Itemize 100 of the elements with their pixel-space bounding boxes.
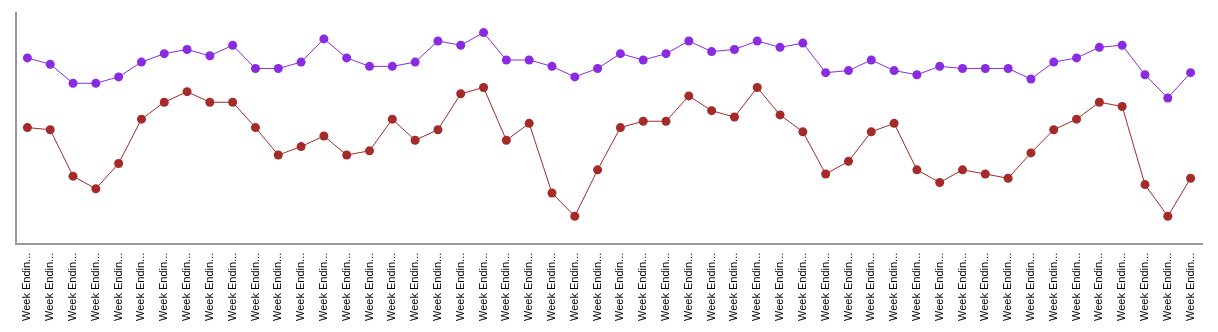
point: [114, 158, 124, 168]
point: [91, 184, 101, 194]
x-tick-label: Week Endin...: [932, 252, 945, 321]
x-tick-label: Week Endin...: [1092, 252, 1105, 321]
point: [752, 82, 762, 92]
point: [729, 112, 739, 122]
point: [342, 53, 352, 63]
point: [1049, 57, 1059, 67]
x-tick-label: Week Endin...: [567, 252, 580, 321]
point: [433, 125, 443, 135]
x-tick-label: Week Endin...: [202, 252, 215, 321]
point: [228, 97, 238, 107]
point: [273, 63, 283, 73]
point: [182, 87, 192, 97]
point: [159, 97, 169, 107]
point: [479, 82, 489, 92]
x-tick-label: Week Endin...: [864, 252, 877, 321]
point: [866, 127, 876, 137]
x-tick-label: Week Endin...: [362, 252, 375, 321]
x-tick-label: Week Endin...: [1069, 252, 1082, 321]
x-tick-label: Week Endin...: [613, 252, 626, 321]
point: [1094, 97, 1104, 107]
point: [524, 118, 534, 128]
point: [1003, 63, 1013, 73]
x-tick-label: Week Endin...: [1023, 252, 1036, 321]
point: [410, 135, 420, 145]
x-tick-label: Week Endin...: [681, 252, 694, 321]
x-tick-label: Week Endin...: [818, 252, 831, 321]
point: [342, 150, 352, 160]
x-tick-label: Week Endin...: [88, 252, 101, 321]
point: [958, 165, 968, 175]
x-tick-label: Week Endin...: [1046, 252, 1059, 321]
point: [250, 123, 260, 133]
point: [707, 47, 717, 57]
point: [1072, 53, 1082, 63]
x-tick-label: Week Endin...: [453, 252, 466, 321]
x-tick-label: Week Endin...: [955, 252, 968, 321]
x-tick-label: Week Endin...: [180, 252, 193, 321]
point: [1003, 173, 1013, 183]
point: [912, 70, 922, 80]
point: [638, 116, 648, 126]
x-tick-label: Week Endin...: [795, 252, 808, 321]
point: [68, 171, 78, 181]
point: [570, 211, 580, 221]
point: [410, 57, 420, 67]
point: [479, 28, 489, 38]
x-tick-label: Week Endin...: [773, 252, 786, 321]
point: [1163, 211, 1173, 221]
x-tick-label: Week Endin...: [20, 252, 33, 321]
x-tick-label: Week Endin...: [134, 252, 147, 321]
point: [821, 169, 831, 179]
point: [1026, 148, 1036, 158]
point: [273, 150, 283, 160]
point: [159, 49, 169, 59]
point: [1140, 70, 1150, 80]
x-tick-label: Week Endin...: [750, 252, 763, 321]
x-tick-label: Week Endin...: [499, 252, 512, 321]
point: [387, 114, 397, 124]
point: [570, 72, 580, 82]
point: [775, 110, 785, 120]
point: [593, 63, 603, 73]
point: [980, 169, 990, 179]
point: [433, 36, 443, 46]
point: [775, 42, 785, 52]
x-tick-label: Week Endin...: [248, 252, 261, 321]
point: [1140, 180, 1150, 190]
point: [22, 123, 32, 133]
x-tick-label: Week Endin...: [476, 252, 489, 321]
x-tick-label: Week Endin...: [225, 252, 238, 321]
x-tick-label: Week Endin...: [659, 252, 672, 321]
x-tick-label: Week Endin...: [841, 252, 854, 321]
point: [638, 55, 648, 65]
point: [821, 68, 831, 78]
point: [205, 97, 215, 107]
point: [980, 63, 990, 73]
point: [1072, 114, 1082, 124]
x-tick-label: Week Endin...: [157, 252, 170, 321]
point: [365, 146, 375, 156]
x-tick-label: Week Endin...: [271, 252, 284, 321]
point: [1026, 74, 1036, 84]
point: [501, 135, 511, 145]
point: [661, 49, 671, 59]
point: [45, 59, 55, 69]
point: [843, 156, 853, 166]
x-tick-label: Week Endin...: [727, 252, 740, 321]
point: [456, 89, 466, 99]
x-tick-label: Week Endin...: [1115, 252, 1128, 321]
point: [798, 127, 808, 137]
x-tick-label: Week Endin...: [339, 252, 352, 321]
x-tick-label: Week Endin...: [590, 252, 603, 321]
point: [365, 61, 375, 71]
x-tick-label: Week Endin...: [522, 252, 535, 321]
point: [387, 61, 397, 71]
point: [136, 57, 146, 67]
point: [91, 78, 101, 88]
point: [958, 63, 968, 73]
x-tick-label: Week Endin...: [1183, 252, 1196, 321]
x-tick-label: Week Endin...: [294, 252, 307, 321]
x-tick-label: Week Endin...: [385, 252, 398, 321]
x-tick-label: Week Endin...: [1138, 252, 1151, 321]
